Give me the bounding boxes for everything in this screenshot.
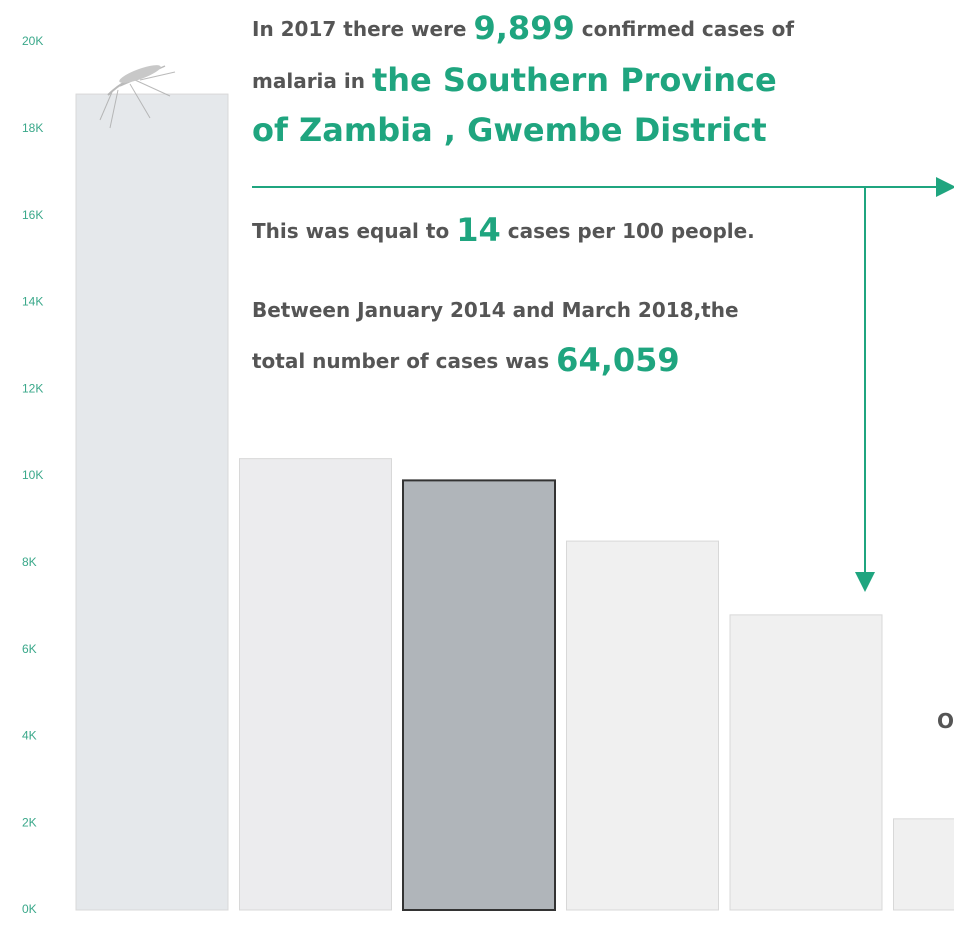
annotation-line: O <box>937 709 954 733</box>
bar <box>402 479 556 911</box>
annotation-text: Between January 2014 and March 2018,the <box>252 298 739 322</box>
annotation-text: O <box>937 709 954 733</box>
annotation-highlight: 64,059 <box>556 341 679 379</box>
annotation-line: malaria in the Southern Province <box>252 61 777 99</box>
annotation-line: In 2017 there were 9,899 confirmed cases o… <box>252 9 794 47</box>
annotation-highlight: 14 <box>456 211 501 249</box>
annotation-text: This was equal to <box>252 219 449 243</box>
annotation-line: This was equal to 14 cases per 100 people. <box>252 211 755 249</box>
annotations: In 2017 there were 9,899 confirmed cases o… <box>252 9 954 733</box>
annotation-line: Between January 2014 and March 2018,the <box>252 298 739 322</box>
annotation-text: total number of cases was <box>252 349 549 373</box>
bar <box>566 540 719 911</box>
y-tick-label: 10K <box>22 468 43 482</box>
y-tick-label: 2K <box>22 815 37 829</box>
bar <box>893 818 954 911</box>
annotation-text: malaria in <box>252 69 365 93</box>
annotation-line: total number of cases was 64,059 <box>252 341 680 379</box>
annotation-highlight: of Zambia , Gwembe District <box>252 111 767 149</box>
annotation-text: cases per 100 people. <box>508 219 755 243</box>
annotation-highlight: 9,899 <box>474 9 575 47</box>
bar <box>729 614 883 911</box>
y-tick-label: 0K <box>22 902 37 916</box>
y-tick-label: 6K <box>22 642 37 656</box>
mosquito-icon <box>99 65 176 129</box>
y-tick-label: 14K <box>22 295 43 309</box>
annotation-highlight: the Southern Province <box>372 61 777 99</box>
bars <box>75 93 954 911</box>
bar <box>239 458 392 911</box>
annotation-text: confirmed cases of <box>582 17 795 41</box>
annotation-text: In 2017 there were <box>252 17 467 41</box>
y-tick-label: 16K <box>22 208 43 222</box>
annotation-line: of Zambia , Gwembe District <box>252 111 767 149</box>
y-tick-label: 8K <box>22 555 37 569</box>
y-tick-label: 20K <box>22 34 43 48</box>
bar <box>75 93 229 911</box>
y-tick-label: 12K <box>22 381 43 395</box>
y-tick-label: 18K <box>22 121 43 135</box>
y-tick-label: 4K <box>22 729 37 743</box>
